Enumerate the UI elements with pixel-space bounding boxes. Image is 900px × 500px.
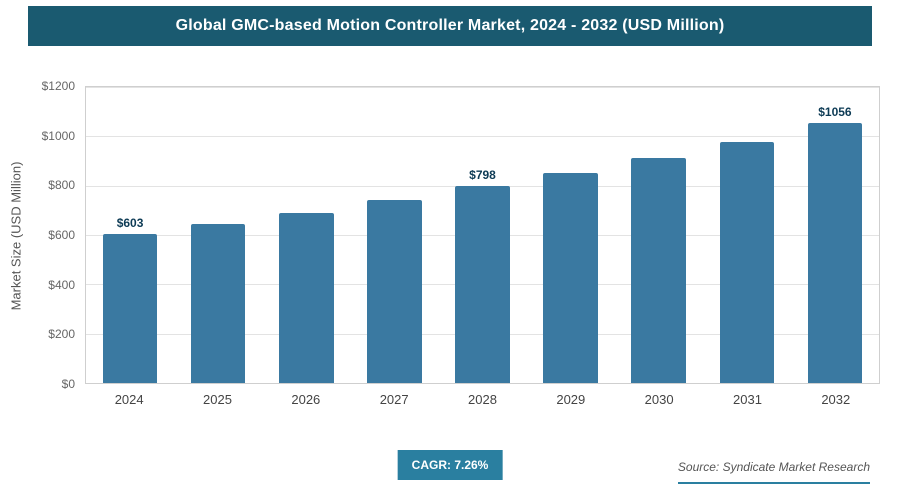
x-tick-label: 2026 — [291, 392, 321, 407]
x-tick-label: 2032 — [821, 392, 851, 407]
bar-2030 — [631, 157, 687, 383]
plot-area: $603 $798 $1056 — [85, 86, 880, 384]
source-text: Source: Syndicate Market Research — [677, 460, 870, 484]
bar-cell: $603 — [86, 87, 174, 383]
y-tick-label: $1200 — [41, 79, 75, 93]
bar-cell: $1056 — [791, 87, 879, 383]
bar-cell — [262, 87, 350, 383]
bar-cell — [703, 87, 791, 383]
bar-value-label: $798 — [469, 168, 496, 183]
bar-cell — [174, 87, 262, 383]
x-tick-label: 2027 — [379, 392, 409, 407]
chart-title-bar: Global GMC-based Motion Controller Marke… — [28, 6, 872, 46]
x-tick-label: 2028 — [468, 392, 497, 407]
chart-title: Global GMC-based Motion Controller Marke… — [175, 17, 725, 34]
y-axis-label: Market Size (USD Million) — [8, 161, 24, 311]
bar-cell — [527, 87, 615, 383]
bar-2025 — [190, 224, 246, 383]
y-tick-label: $600 — [48, 228, 75, 242]
y-tick-label: $0 — [61, 377, 75, 391]
bar-2029 — [543, 173, 598, 383]
x-tick-label: 2024 — [114, 392, 144, 407]
x-tick-label: 2031 — [733, 392, 762, 407]
cagr-label: CAGR: 7.26% — [411, 458, 489, 472]
y-tick-label: $200 — [48, 327, 75, 342]
y-axis-ticks: $0 $200 $400 $600 $800 $1000 $1200 — [30, 79, 80, 391]
bar-2031 — [719, 141, 775, 383]
x-tick-label: 2029 — [556, 392, 586, 407]
gridline — [86, 87, 879, 88]
bar-2026 — [278, 212, 334, 383]
gridline — [86, 136, 879, 138]
x-tick-label: 2030 — [644, 392, 674, 407]
y-tick-label: $800 — [48, 178, 75, 193]
bar-cell: $798 — [438, 87, 526, 383]
bars-layer: $603 $798 $1056 — [86, 87, 879, 383]
y-tick-label: $1000 — [41, 128, 75, 143]
x-axis-labels: 2024 2025 2026 2027 2028 2029 2030 2031 2032 — [85, 392, 880, 407]
bar-value-label: $1056 — [818, 104, 852, 119]
bar-cell — [615, 87, 703, 383]
bar-cell — [350, 87, 438, 383]
y-tick-label: $400 — [48, 277, 75, 292]
x-tick-label: 2025 — [203, 392, 232, 407]
bar-2032 — [807, 122, 863, 383]
bar-2027 — [367, 200, 422, 383]
bar-2028 — [455, 186, 510, 383]
gridline — [86, 185, 879, 187]
cagr-badge: CAGR: 7.26% — [397, 450, 503, 480]
bar-2024 — [102, 234, 158, 383]
bar-value-label: $603 — [116, 216, 144, 231]
